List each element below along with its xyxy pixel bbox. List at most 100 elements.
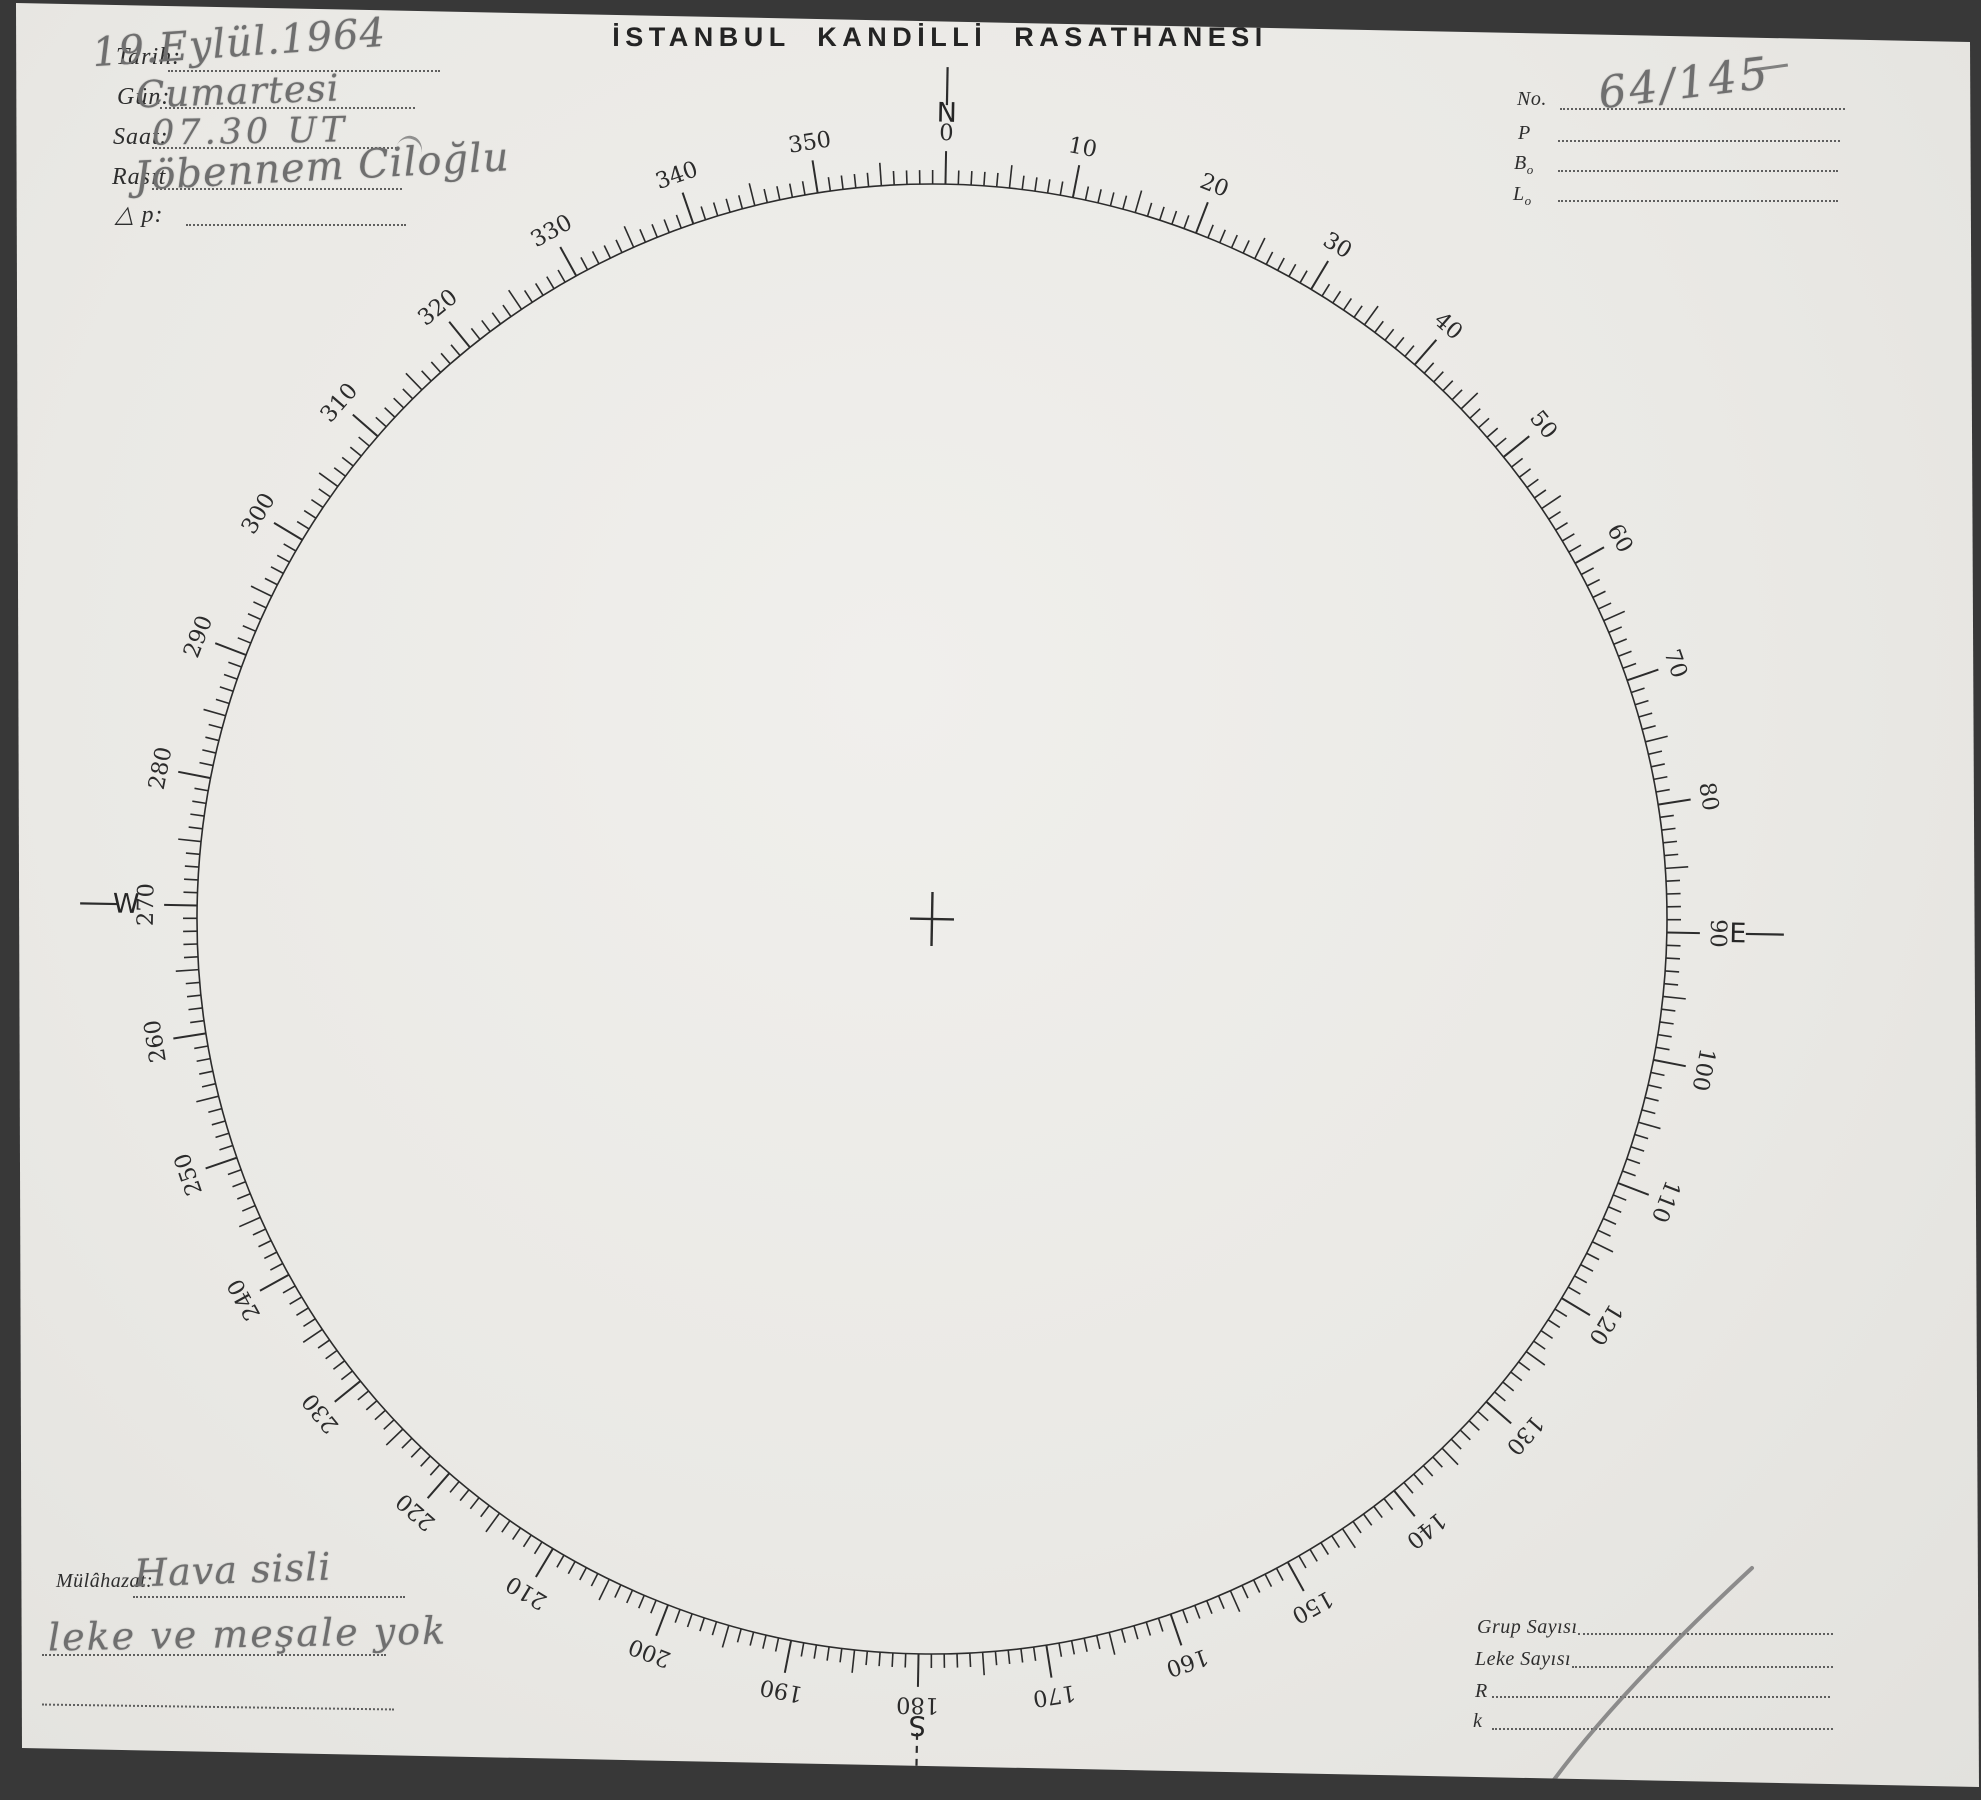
degree-tick [1374,320,1384,333]
degree-tick [296,520,310,530]
degree-tick [1394,336,1405,349]
degree-tick [655,1604,669,1637]
degree-tick [1617,1182,1650,1196]
degree-tick [1666,905,1681,908]
degree-tick [215,1132,230,1139]
degree-tick [393,397,405,409]
degree-tick [430,361,442,373]
degree-tick [208,1107,223,1113]
degree-tick [1241,1585,1249,1599]
degree-tick [1468,1420,1480,1431]
degree-tick [1288,263,1297,277]
degree-tick [650,1599,657,1614]
degree-tick [1650,1071,1665,1077]
degree-tick [1555,521,1568,531]
degree-tick [1242,240,1250,254]
degree-tick [440,352,451,365]
degree-tick [1352,1520,1362,1534]
degree-tick [559,246,578,277]
degree-tick [1666,918,1682,921]
degree-tick [310,498,324,509]
degree-tick [1309,1548,1318,1562]
degree-tick [1518,1361,1531,1371]
degree-tick [1533,1340,1546,1350]
degree-tick [184,865,199,868]
field-label-saat: Saat: [113,124,169,150]
degree-tick [1665,957,1680,960]
degree-tick [1659,814,1674,819]
degree-tick [763,188,769,203]
degree-tick [1645,735,1668,743]
degree-tick [175,968,199,973]
degree-tick [851,1649,856,1673]
degree-tick [1059,181,1064,196]
degree-tick [426,1472,451,1499]
degree-tick [580,256,589,271]
degree-tick [1403,1481,1414,1494]
degree-tick [1254,237,1266,260]
degree-tick [237,637,252,644]
degree-tick [712,202,719,217]
degree-tick [205,736,220,742]
degree-tick [1230,234,1238,249]
dotted-line [168,70,440,72]
degree-tick [931,169,934,185]
degree-tick [1540,1329,1554,1340]
degree-tick [826,1646,830,1661]
degree-tick [349,446,362,457]
degree-tick [1145,1621,1152,1636]
degree-tick [215,698,230,705]
degree-tick [1638,1121,1661,1130]
degree-tick [1591,1241,1614,1253]
degree-tick [1655,1046,1670,1051]
degree-tick [232,1181,246,1188]
degree-tick [259,1273,290,1292]
degree-tick [1021,175,1025,190]
degree-tick [247,613,262,621]
degree-tick [186,994,202,998]
degree-tick [190,1019,205,1024]
degree-tick [241,1204,256,1212]
degree-tick [385,1428,404,1446]
degree-label: 250 [169,1150,208,1199]
degree-tick [1084,186,1090,201]
degree-tick [614,1584,622,1598]
degree-tick [429,1464,441,1476]
degree-tick [1363,305,1379,326]
degree-tick [1567,1286,1581,1295]
degree-label: 170 [1031,1679,1077,1711]
degree-tick [1460,392,1479,410]
degree-tick [533,1541,543,1555]
degree-tick [1653,1058,1686,1068]
degree-label: 230 [297,1388,344,1438]
degree-label: 180 [896,1691,939,1718]
degree-tick [700,206,707,221]
degree-tick [164,903,198,907]
degree-tick [956,1653,959,1668]
degree-tick [1353,305,1363,318]
degree-tick [1665,865,1689,870]
degree-tick [511,1527,522,1541]
degree-tick [303,509,317,519]
degree-tick [214,642,247,656]
degree-tick [1331,1535,1341,1548]
degree-tick [1574,546,1605,565]
degree-tick [1554,1308,1568,1318]
degree-tick [776,186,781,201]
degree-tick [1541,495,1562,510]
degree-tick [1580,1263,1594,1272]
degree-tick [236,1192,251,1200]
degree-tick [1653,775,1668,781]
degree-tick [405,372,423,391]
degree-tick [208,723,223,729]
degree-tick [1647,1084,1662,1089]
degree-tick [227,1169,242,1176]
degree-tick [1341,1528,1356,1549]
degree-tick [178,770,211,780]
dotted-line [186,224,406,226]
degree-tick [1450,1438,1462,1450]
degree-tick [199,761,214,767]
degree-tick [1469,408,1481,419]
